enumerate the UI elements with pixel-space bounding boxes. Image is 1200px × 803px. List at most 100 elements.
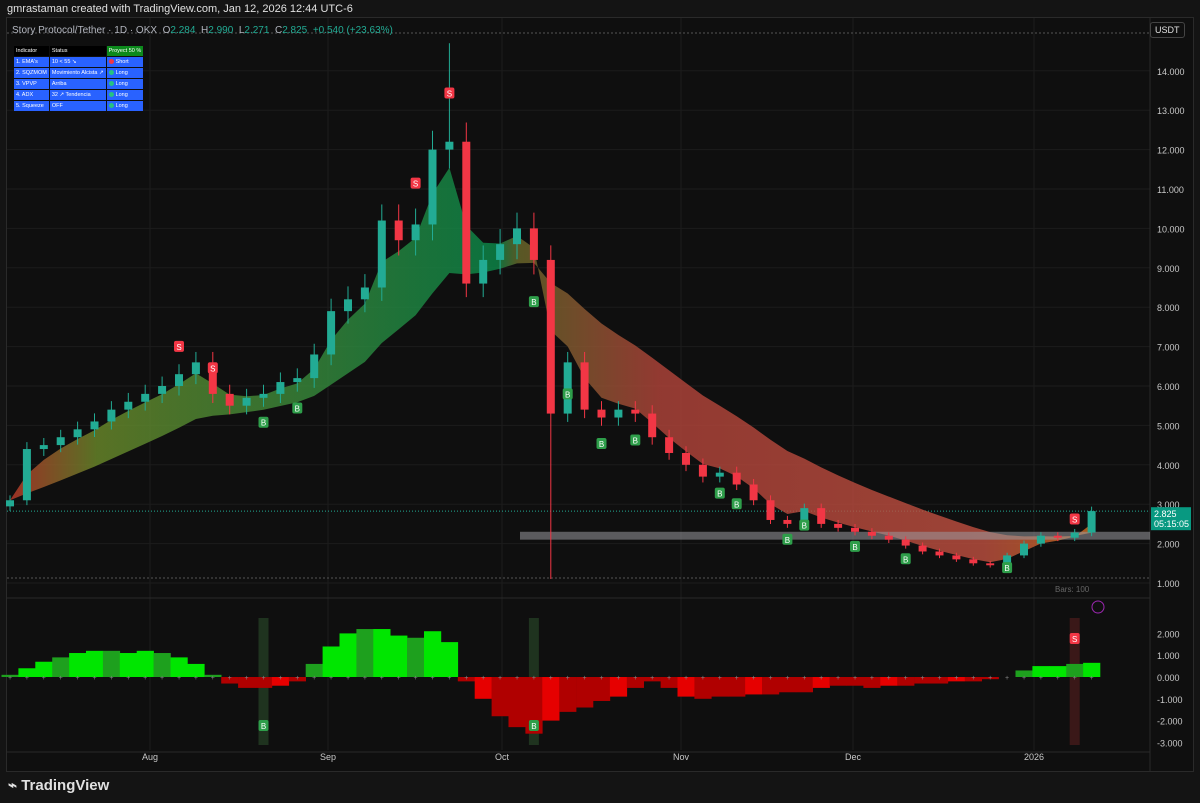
candle-body xyxy=(73,429,82,438)
zero-cross-marker: + xyxy=(616,675,620,682)
candle-body xyxy=(479,259,488,284)
close-value: 2.825 xyxy=(282,25,308,36)
oscillator-bar xyxy=(407,637,425,677)
zero-cross-marker: + xyxy=(397,675,401,682)
candle-body xyxy=(1087,511,1096,533)
y-tick-label: 5.000 xyxy=(1157,421,1180,431)
buy-signal xyxy=(596,438,607,450)
y-tick-label: 4.000 xyxy=(1157,461,1180,471)
zero-cross-marker: + xyxy=(667,675,671,682)
zero-cross-marker: + xyxy=(650,675,654,682)
signal-dot-icon xyxy=(108,70,114,76)
oscillator-bar xyxy=(964,677,982,682)
oscillator-bar xyxy=(119,653,137,677)
osc-tick-label: -2.000 xyxy=(1157,717,1183,727)
candle-body xyxy=(834,523,843,528)
currency-button[interactable]: USDT xyxy=(1150,22,1185,38)
candle-body xyxy=(800,508,809,524)
zero-cross-marker: + xyxy=(481,675,485,682)
oscillator-bar xyxy=(947,677,966,682)
countdown-label: 05:15:05 xyxy=(1154,519,1189,529)
oscillator-bar xyxy=(69,653,87,677)
table-row: 5. Squeeze OFF Long xyxy=(14,101,144,111)
oscillator-bar xyxy=(1066,663,1084,677)
candle-body xyxy=(428,149,437,225)
oscillator-bar xyxy=(795,677,813,693)
table-header-row: Indicator Status Proyect 50 % xyxy=(14,46,144,56)
zero-cross-marker: + xyxy=(92,675,96,682)
buy-signal-label: B xyxy=(785,536,790,545)
oscillator-bar xyxy=(424,631,442,677)
oscillator-bar xyxy=(576,677,594,708)
candle-body xyxy=(749,484,758,501)
candle-body xyxy=(124,401,133,410)
buy-signal-label: B xyxy=(599,440,604,449)
buy-signal xyxy=(850,540,860,552)
oscillator-bar xyxy=(863,677,881,688)
candle-body xyxy=(22,449,31,501)
zero-cross-marker: + xyxy=(583,675,587,682)
zero-cross-marker: + xyxy=(447,675,451,682)
zero-cross-marker: + xyxy=(245,675,249,682)
buy-signal xyxy=(258,416,269,428)
y-tick-label: 8.000 xyxy=(1157,303,1180,313)
candle-body xyxy=(631,409,640,414)
zero-cross-marker: + xyxy=(464,675,468,682)
candle-body xyxy=(39,445,48,450)
sell-signal xyxy=(174,340,184,352)
high-value: 2.990 xyxy=(208,25,234,36)
buy-signal xyxy=(782,533,793,545)
y-tick-label: 9.000 xyxy=(1157,264,1180,274)
candle-body xyxy=(1070,532,1079,538)
oscillator-bar xyxy=(1049,666,1067,677)
candle-body xyxy=(867,531,876,536)
candle-body xyxy=(732,472,741,485)
sell-signal-label: S xyxy=(176,343,181,352)
zero-cross-marker: + xyxy=(532,675,536,682)
y-tick-label: 6.000 xyxy=(1157,382,1180,392)
change-value: +0.540 (+23.63%) xyxy=(312,25,393,36)
symbol-title[interactable]: Story Protocol/Tether · 1D · OKX xyxy=(12,25,158,36)
oscillator-bar xyxy=(322,646,340,677)
oscillator-bar xyxy=(728,677,746,697)
zero-cross-marker: + xyxy=(42,675,46,682)
vpvp-zone xyxy=(520,531,1150,540)
candle-body xyxy=(513,228,521,245)
oscillator-bar xyxy=(829,677,847,686)
oscillator-bar xyxy=(238,677,256,688)
signal-dot-icon xyxy=(108,59,114,65)
oscillator-bar xyxy=(542,677,560,721)
y-tick-label: 13.000 xyxy=(1157,106,1185,116)
zero-cross-marker: + xyxy=(261,675,265,682)
candle-body xyxy=(817,508,826,524)
zero-cross-marker: + xyxy=(1073,675,1077,682)
x-tick-label: Sep xyxy=(320,752,336,762)
buy-signal-label: B xyxy=(261,419,266,428)
zero-cross-marker: + xyxy=(785,675,789,682)
zero-cross-marker: + xyxy=(701,675,705,682)
signal-dot-icon xyxy=(108,103,114,109)
oscillator-bar xyxy=(153,653,171,677)
zero-cross-marker: + xyxy=(312,675,316,682)
zero-cross-marker: + xyxy=(414,675,418,682)
indicator-signal: Long xyxy=(106,90,144,100)
lightning-icon xyxy=(1091,600,1105,614)
buy-signal xyxy=(1002,562,1013,574)
zero-cross-marker: + xyxy=(59,675,63,682)
zero-cross-marker: + xyxy=(1056,675,1060,682)
buy-signal-label: B xyxy=(903,555,908,564)
candle-body xyxy=(496,244,505,260)
candle-body xyxy=(1020,543,1028,556)
candle-body xyxy=(327,311,336,355)
x-tick-label: 2026 xyxy=(1024,752,1044,762)
candle-body xyxy=(969,559,978,564)
zero-cross-marker: + xyxy=(109,675,113,682)
zero-cross-marker: + xyxy=(1090,675,1094,682)
oscillator-bar xyxy=(474,677,492,699)
buy-signal xyxy=(799,519,810,531)
candle-body xyxy=(6,500,14,507)
signal-dot-icon xyxy=(108,81,114,87)
zero-cross-marker: + xyxy=(904,675,908,682)
price-label-box xyxy=(1151,507,1191,531)
